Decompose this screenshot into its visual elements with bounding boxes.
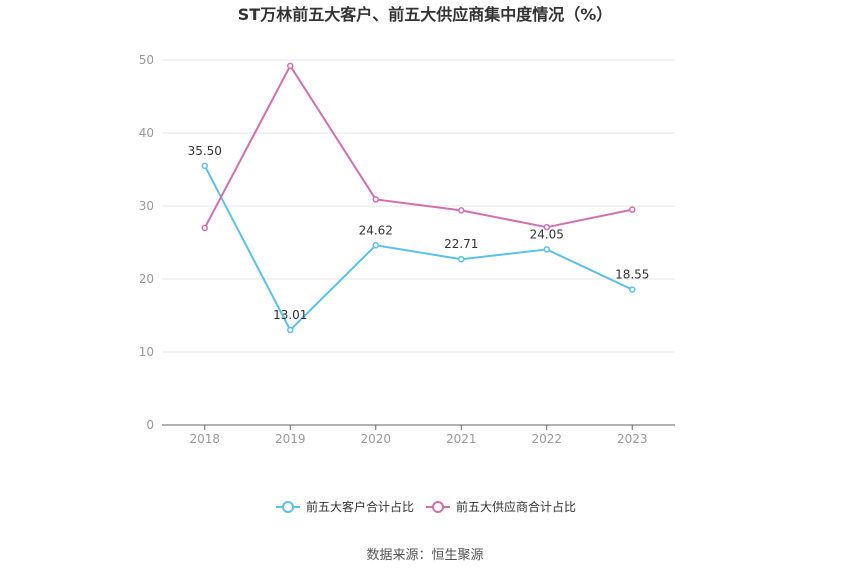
legend[interactable]: 前五大客户合计占比 前五大供应商合计占比 (276, 499, 576, 514)
data-point (287, 326, 294, 334)
legend-label: 前五大客户合计占比 (306, 499, 414, 514)
x-tick-label: 2021 (446, 432, 477, 446)
grid (162, 59, 675, 353)
x-tick-label: 2023 (617, 432, 648, 446)
data-point (543, 223, 550, 231)
data-point (458, 207, 465, 214)
data-point (287, 62, 294, 70)
y-tick-label: 50 (139, 53, 154, 67)
legend-marker (432, 501, 444, 513)
data-point (458, 255, 465, 263)
x-tick-label: 2022 (531, 432, 562, 446)
data-point (372, 196, 379, 203)
x-tick-label: 2020 (360, 432, 391, 446)
x-tick-label: 2018 (189, 432, 220, 446)
data-label: 24.05 (530, 227, 564, 241)
y-tick-label: 20 (139, 272, 154, 286)
series-group (201, 62, 636, 334)
legend-item-1[interactable]: 前五大客户合计占比 (276, 499, 414, 514)
data-labels: 35.50 13.01 24.62 22.71 24.05 18.55 (188, 144, 650, 322)
series-line-1 (203, 165, 633, 332)
data-label: 13.01 (273, 308, 307, 322)
data-point (201, 162, 208, 170)
y-tick-label: 40 (139, 126, 154, 140)
data-label: 18.55 (615, 268, 649, 282)
legend-marker (282, 501, 294, 513)
y-tick-label: 10 (139, 345, 154, 359)
chart-title: ST万林前五大客户、前五大供应商集中度情况（%） (238, 5, 612, 24)
y-axis: 0 10 20 30 40 50 (139, 53, 154, 432)
data-point (629, 286, 636, 293)
data-label: 22.71 (444, 237, 478, 251)
data-point (629, 206, 636, 213)
data-point (201, 224, 208, 232)
data-label: 24.62 (359, 223, 393, 237)
data-label: 35.50 (188, 144, 222, 158)
legend-item-2[interactable]: 前五大供应商合计占比 (426, 499, 576, 514)
x-axis: 2018 2019 2020 2021 2022 2023 (162, 424, 675, 446)
y-tick-label: 0 (146, 418, 154, 432)
data-point (372, 242, 379, 249)
x-tick-label: 2019 (275, 432, 306, 446)
y-tick-label: 30 (139, 199, 154, 213)
legend-label: 前五大供应商合计占比 (456, 499, 576, 514)
source-note: 数据来源：恒生聚源 (366, 548, 483, 563)
series-line-2 (203, 64, 633, 229)
data-point (543, 246, 550, 253)
